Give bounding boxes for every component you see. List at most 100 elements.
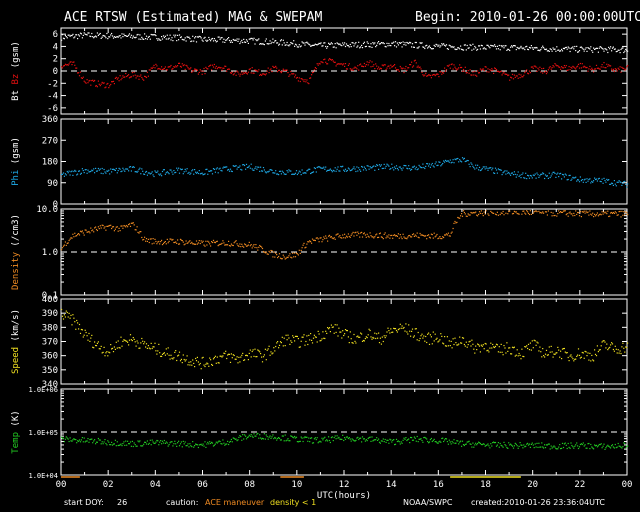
temp-data-point [460,440,462,442]
phi-data-point [370,167,372,169]
temp-data-point [69,437,71,439]
speed-data-point [557,346,559,348]
speed-data-point [78,328,80,330]
phi-data-point [530,175,532,177]
temp-axis-label-part: Temp [11,432,21,454]
temp-data-point [596,446,598,448]
mag-data-point [464,44,466,46]
speed-data-point [427,333,429,335]
density-data-point [110,224,112,226]
mag-data-point [189,68,191,70]
temp-data-point [180,441,182,443]
temp-data-point [411,439,414,441]
speed-data-point [154,342,156,344]
mag-data-point [153,64,155,66]
mag-data-point [306,79,308,81]
phi-data-point [502,172,504,174]
temp-data-point [624,443,626,445]
density-data-point [77,233,79,235]
mag-data-point [412,65,415,67]
phi-data-point [88,171,90,173]
speed-data-point [342,330,344,332]
mag-data-point [221,37,223,39]
density-axis-label: Density (/cm3) [11,214,21,290]
speed-data-point [614,345,616,347]
temp-data-point [610,447,612,449]
temp-data-point [391,441,393,443]
mag-data-point [301,41,303,43]
speed-data-point [533,339,535,341]
phi-data-point [111,171,113,173]
phi-data-point [614,183,616,185]
phi-data-point [348,168,350,170]
mag-data-point [71,64,73,66]
density-data-point [329,236,331,238]
speed-data-point [114,348,116,350]
mag-data-point [488,46,490,48]
mag-data-point [210,40,212,42]
temp-data-point [276,439,278,441]
density-data-point [602,213,604,215]
temp-data-point [162,442,165,444]
mag-data-point [593,71,595,73]
mag-data-point [445,44,448,46]
speed-data-point [294,335,297,337]
phi-data-point [471,163,473,165]
density-data-point [488,214,490,216]
density-data-point [365,236,367,238]
mag-data-point [278,44,280,46]
mag-data-point [100,83,102,85]
temp-data-point [436,442,438,444]
mag-data-point [334,61,336,63]
density-data-point [544,211,547,213]
mag-data-point [61,39,63,41]
mag-data-point [186,36,188,38]
density-data-point [418,237,420,239]
mag-data-point [85,82,87,84]
temp-data-point [518,445,520,447]
mag-data-point [588,47,590,49]
mag-data-point [159,68,161,70]
speed-data-point [363,340,365,342]
speed-data-point [168,354,170,356]
mag-data-point [167,66,169,68]
density-data-point [96,229,98,232]
speed-data-point [537,342,539,344]
mag-data-point [115,76,117,78]
mag-data-point [255,39,257,41]
mag-data-point [435,74,437,76]
phi-data-point [145,171,147,173]
density-data-point [340,237,342,239]
density-data-point [346,236,348,238]
density-data-point [366,233,368,235]
phi-data-point [195,172,198,174]
density-data-point [529,210,531,212]
density-data-point [560,211,562,213]
temp-data-point [296,441,298,443]
mag-data-point [539,66,541,68]
phi-data-point [326,170,328,172]
temp-data-point [201,444,203,447]
phi-data-point [120,171,122,173]
mag-data-point [609,65,611,67]
phi-data-point [114,169,116,171]
mag-data-point [373,43,375,45]
speed-data-point [136,340,138,342]
phi-data-point [508,171,510,174]
temp-data-point [378,441,381,443]
speed-data-point [483,348,485,350]
speed-data-point [524,346,526,348]
mag-data-point [191,71,193,73]
temp-data-point [120,443,122,445]
speed-data-point [440,333,442,335]
mag-data-point [377,42,379,44]
mag-data-point [409,41,411,43]
phi-data-point [606,178,608,180]
density-data-point [150,238,152,240]
phi-data-point [278,174,280,176]
mag-data-point [245,39,248,41]
mag-data-point [463,44,465,46]
mag-data-point [381,42,383,44]
temp-data-point [576,442,578,444]
speed-data-point [263,354,265,356]
